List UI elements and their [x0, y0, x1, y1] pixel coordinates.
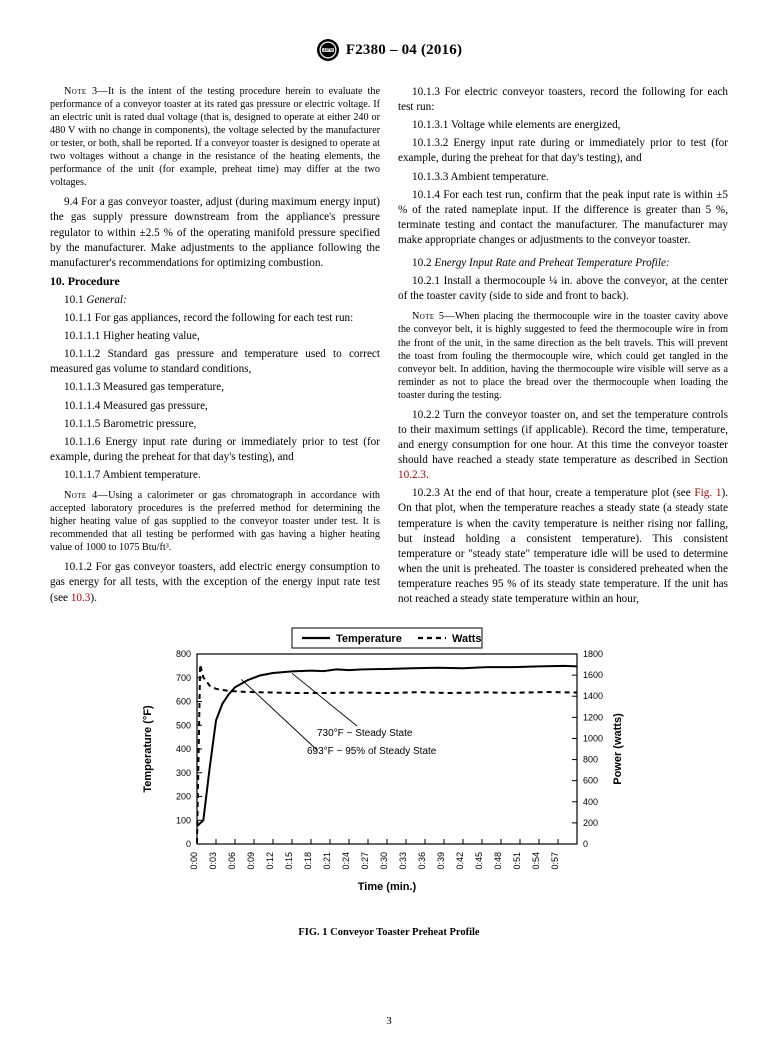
note-5-label: Note 5— [412, 311, 455, 322]
para-10-2-2-b: . [426, 469, 429, 481]
para-10-2-3-a: 10.2.3 At the end of that hour, create a… [412, 487, 694, 499]
para-10-1-1-4: 10.1.1.4 Measured gas pressure, [50, 399, 380, 414]
para-10-2-1: 10.2.1 Install a thermocouple ¼ in. abov… [398, 274, 728, 304]
svg-text:Watts: Watts [452, 633, 482, 645]
para-10-1-1-2: 10.1.1.2 Standard gas pressure and tempe… [50, 347, 380, 377]
figure-1-chart: Temperature Watts 0 100 200 300 400 500 600 700 80… [119, 626, 659, 918]
svg-text:Temperature: Temperature [336, 633, 402, 645]
svg-text:730°F ~ Steady State: 730°F ~ Steady State [317, 728, 413, 739]
svg-text:0:39: 0:39 [436, 852, 446, 870]
svg-text:600: 600 [583, 776, 598, 786]
para-10-1-3-1: 10.1.3.1 Voltage while elements are ener… [398, 118, 728, 133]
svg-text:0:42: 0:42 [455, 852, 465, 870]
svg-text:ASTM: ASTM [323, 48, 333, 52]
svg-text:0:51: 0:51 [512, 852, 522, 870]
para-10-2-title: Energy Input Rate and Preheat Temperatur… [434, 257, 669, 269]
para-10-1-1-5: 10.1.1.5 Barometric pressure, [50, 417, 380, 432]
para-10-1-1-3: 10.1.1.3 Measured gas temperature, [50, 380, 380, 395]
svg-text:600: 600 [176, 697, 191, 707]
svg-text:300: 300 [176, 768, 191, 778]
page: ASTM F2380 – 04 (2016) Note 3—It is the … [0, 0, 778, 1041]
para-10-1: 10.1 General: [50, 293, 380, 308]
svg-text:800: 800 [176, 649, 191, 659]
note-3: Note 3—It is the intent of the testing p… [50, 85, 380, 189]
para-9-4: 9.4 For a gas conveyor toaster, adjust (… [50, 195, 380, 271]
svg-text:0:00: 0:00 [189, 852, 199, 870]
svg-text:0:06: 0:06 [227, 852, 237, 870]
note-4-label: Note 4— [64, 490, 108, 501]
svg-text:1000: 1000 [583, 734, 603, 744]
section-10-heading: 10. Procedure [50, 274, 380, 290]
svg-text:0:30: 0:30 [379, 852, 389, 870]
svg-text:Temperature (°F): Temperature (°F) [142, 705, 154, 793]
right-column: 10.1.3 For electric conveyor toasters, r… [398, 85, 728, 610]
svg-text:700: 700 [176, 673, 191, 683]
link-10-3[interactable]: 10.3 [71, 592, 91, 604]
para-10-1-1-6: 10.1.1.6 Energy input rate during or imm… [50, 435, 380, 465]
svg-text:0:09: 0:09 [246, 852, 256, 870]
svg-text:100: 100 [176, 815, 191, 825]
astm-logo: ASTM [316, 38, 340, 62]
para-10-1-2: 10.1.2 For gas conveyor toasters, add el… [50, 560, 380, 605]
para-10-1-1-1: 10.1.1.1 Higher heating value, [50, 329, 380, 344]
svg-text:0:33: 0:33 [398, 852, 408, 870]
figure-1-caption: FIG. 1 Conveyor Toaster Preheat Profile [50, 927, 728, 938]
svg-text:0:54: 0:54 [531, 852, 541, 870]
para-10-2: 10.2 Energy Input Rate and Preheat Tempe… [398, 256, 728, 271]
note-5-text: When placing the thermocouple wire in th… [398, 311, 728, 400]
svg-text:1200: 1200 [583, 713, 603, 723]
note-3-text: It is the intent of the testing procedur… [50, 86, 380, 188]
svg-text:0:45: 0:45 [474, 852, 484, 870]
svg-text:Power (watts): Power (watts) [612, 713, 624, 785]
note-3-label: Note 3— [64, 86, 108, 97]
svg-text:500: 500 [176, 720, 191, 730]
svg-text:200: 200 [176, 792, 191, 802]
note-4: Note 4—Using a calorimeter or gas chroma… [50, 489, 380, 554]
svg-text:0:27: 0:27 [360, 852, 370, 870]
para-10-1-3: 10.1.3 For electric conveyor toasters, r… [398, 85, 728, 115]
svg-text:0:24: 0:24 [341, 852, 351, 870]
svg-text:400: 400 [176, 744, 191, 754]
svg-text:0:03: 0:03 [208, 852, 218, 870]
para-10-1-4: 10.1.4 For each test run, confirm that t… [398, 188, 728, 248]
svg-text:0: 0 [583, 839, 588, 849]
para-10-1-2-b: ). [90, 592, 97, 604]
svg-text:0: 0 [186, 839, 191, 849]
svg-text:Time (min.): Time (min.) [358, 881, 417, 893]
svg-text:400: 400 [583, 797, 598, 807]
para-10-2-2-a: 10.2.2 Turn the conveyor toaster on, and… [398, 409, 728, 466]
para-10-1-2-a: 10.1.2 For gas conveyor toasters, add el… [50, 561, 380, 603]
header: ASTM F2380 – 04 (2016) [50, 38, 728, 67]
link-10-2-3[interactable]: 10.2.3 [398, 469, 426, 481]
svg-text:200: 200 [583, 818, 598, 828]
para-10-1-3-3: 10.1.3.3 Ambient temperature. [398, 170, 728, 185]
svg-text:1800: 1800 [583, 649, 603, 659]
para-10-1-1: 10.1.1 For gas appliances, record the fo… [50, 311, 380, 326]
para-10-1-3-2: 10.1.3.2 Energy input rate during or imm… [398, 136, 728, 166]
svg-text:1600: 1600 [583, 670, 603, 680]
standard-id: F2380 – 04 (2016) [346, 42, 462, 59]
left-column: Note 3—It is the intent of the testing p… [50, 85, 380, 610]
para-10-1-1-7: 10.1.1.7 Ambient temperature. [50, 468, 380, 483]
para-10-1-title: General: [86, 294, 126, 306]
svg-text:0:36: 0:36 [417, 852, 427, 870]
page-number: 3 [0, 1015, 778, 1027]
svg-text:0:12: 0:12 [265, 852, 275, 870]
svg-text:0:57: 0:57 [550, 852, 560, 870]
note-5: Note 5—When placing the thermocouple wir… [398, 310, 728, 401]
link-fig-1[interactable]: Fig. 1 [694, 487, 721, 499]
para-10-2-3-b: ). On that plot, when the temperature re… [398, 487, 728, 605]
svg-text:800: 800 [583, 755, 598, 765]
para-10-2-3: 10.2.3 At the end of that hour, create a… [398, 486, 728, 607]
svg-text:1400: 1400 [583, 691, 603, 701]
svg-text:693°F ~ 95% of Steady State: 693°F ~ 95% of Steady State [307, 746, 437, 757]
columns: Note 3—It is the intent of the testing p… [50, 85, 728, 610]
para-10-2-2: 10.2.2 Turn the conveyor toaster on, and… [398, 408, 728, 484]
svg-text:0:18: 0:18 [303, 852, 313, 870]
svg-text:0:15: 0:15 [284, 852, 294, 870]
figure-1: Temperature Watts 0 100 200 300 400 500 600 700 80… [50, 626, 728, 938]
svg-text:0:21: 0:21 [322, 852, 332, 870]
svg-text:0:48: 0:48 [493, 852, 503, 870]
